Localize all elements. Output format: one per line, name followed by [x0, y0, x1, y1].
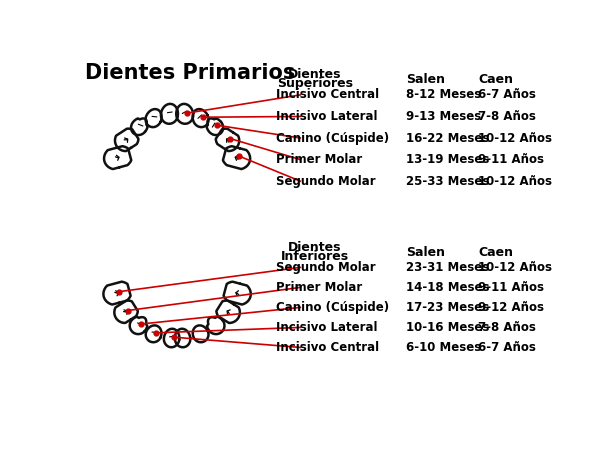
Text: 13-19 Meses: 13-19 Meses: [406, 153, 489, 166]
Text: 16-22 Meses: 16-22 Meses: [406, 132, 489, 144]
Text: Dientes: Dientes: [288, 241, 342, 254]
Polygon shape: [216, 301, 240, 323]
Polygon shape: [130, 317, 147, 334]
Text: Primer Molar: Primer Molar: [277, 153, 363, 166]
Polygon shape: [207, 317, 224, 334]
Polygon shape: [115, 129, 139, 151]
Text: Incisivo Central: Incisivo Central: [277, 341, 379, 354]
Text: Dientes: Dientes: [288, 68, 342, 81]
Text: 23-31 Meses: 23-31 Meses: [406, 261, 489, 274]
Text: 25-33 Meses: 25-33 Meses: [406, 175, 489, 188]
Text: Caen: Caen: [478, 72, 513, 86]
Text: 9-11 Años: 9-11 Años: [478, 153, 544, 166]
Polygon shape: [206, 118, 223, 135]
Text: 17-23 Meses: 17-23 Meses: [406, 301, 489, 314]
Polygon shape: [104, 146, 131, 169]
Polygon shape: [216, 129, 239, 151]
Polygon shape: [175, 329, 190, 347]
Polygon shape: [224, 282, 251, 305]
Text: 9-13 Meses: 9-13 Meses: [406, 110, 481, 123]
Text: Dientes Primarios: Dientes Primarios: [85, 63, 295, 83]
Text: Segundo Molar: Segundo Molar: [277, 175, 376, 188]
Polygon shape: [146, 325, 161, 342]
Text: 9-11 Años: 9-11 Años: [478, 281, 544, 294]
Text: Canino (Cúspide): Canino (Cúspide): [277, 132, 389, 144]
Text: 9-12 Años: 9-12 Años: [478, 301, 544, 314]
Text: 8-12 Meses: 8-12 Meses: [406, 88, 481, 102]
Text: Inferiores: Inferiores: [281, 251, 349, 264]
Text: 6-7 Años: 6-7 Años: [478, 341, 536, 354]
Text: Superiores: Superiores: [277, 77, 353, 90]
Text: 10-12 Años: 10-12 Años: [478, 132, 552, 144]
Polygon shape: [115, 301, 138, 323]
Text: Primer Molar: Primer Molar: [277, 281, 363, 294]
Polygon shape: [145, 109, 161, 127]
Text: Canino (Cúspide): Canino (Cúspide): [277, 301, 389, 314]
Text: 7-8 Años: 7-8 Años: [478, 110, 536, 123]
Polygon shape: [193, 325, 208, 342]
Text: Caen: Caen: [478, 246, 513, 259]
Polygon shape: [223, 146, 250, 169]
Polygon shape: [131, 118, 148, 135]
Polygon shape: [164, 329, 179, 347]
Text: Salen: Salen: [406, 72, 445, 86]
Text: 10-12 Años: 10-12 Años: [478, 261, 552, 274]
Text: 6-7 Años: 6-7 Años: [478, 88, 536, 102]
Polygon shape: [176, 104, 193, 124]
Polygon shape: [161, 104, 178, 124]
Text: 14-18 Meses: 14-18 Meses: [406, 281, 489, 294]
Text: 10-16 Meses: 10-16 Meses: [406, 321, 489, 334]
Text: Salen: Salen: [406, 246, 445, 259]
Text: 7-8 Años: 7-8 Años: [478, 321, 536, 334]
Text: Incisivo Lateral: Incisivo Lateral: [277, 321, 378, 334]
Text: 6-10 Meses: 6-10 Meses: [406, 341, 481, 354]
Polygon shape: [103, 282, 131, 305]
Polygon shape: [193, 109, 209, 127]
Text: Incisivo Lateral: Incisivo Lateral: [277, 110, 378, 123]
Text: 10-12 Años: 10-12 Años: [478, 175, 552, 188]
Text: Segundo Molar: Segundo Molar: [277, 261, 376, 274]
Text: Incisivo Central: Incisivo Central: [277, 88, 379, 102]
